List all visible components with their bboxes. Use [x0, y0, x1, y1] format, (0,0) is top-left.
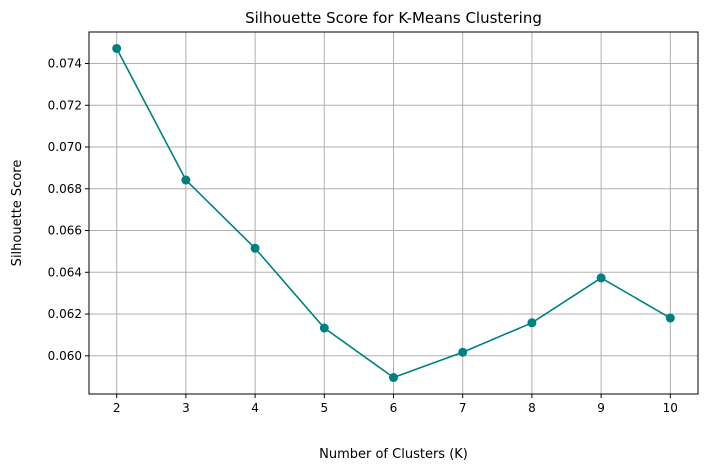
y-tick-label: 0.072 — [48, 98, 82, 112]
y-axis-label: Silhouette Score — [10, 160, 25, 267]
data-point — [596, 273, 606, 283]
axis-ticks: 2 3 4 5 6 7 8 9 10 0.060 0.062 0.064 0.066 0.068 0.070… — [48, 57, 678, 415]
x-tick-label: 7 — [459, 401, 467, 415]
data-point — [389, 373, 398, 383]
data-point — [458, 347, 468, 357]
x-tick-label: 8 — [528, 401, 536, 415]
x-tick-label: 4 — [251, 401, 259, 415]
series-layer — [112, 43, 675, 383]
x-tick-label: 5 — [320, 401, 328, 415]
chart-title: Silhouette Score for K-Means Clustering — [245, 9, 542, 27]
data-point — [527, 318, 537, 328]
x-tick-label: 3 — [182, 401, 190, 415]
data-point — [250, 243, 260, 253]
grid-lines — [89, 32, 698, 394]
y-tick-label: 0.074 — [48, 57, 82, 71]
y-tick-label: 0.068 — [48, 182, 82, 196]
x-tick-label: 9 — [597, 401, 605, 415]
data-point — [181, 175, 191, 185]
data-point — [112, 43, 122, 53]
y-tick-label: 0.064 — [48, 265, 82, 279]
data-point — [319, 323, 329, 333]
plot-area-frame — [88, 31, 699, 395]
y-tick-label: 0.070 — [48, 140, 82, 154]
x-axis-label: Number of Clusters (K) — [319, 447, 468, 462]
x-tick-label: 10 — [663, 401, 678, 415]
y-tick-label: 0.060 — [48, 349, 82, 363]
x-tick-label: 6 — [390, 401, 398, 415]
y-tick-label: 0.066 — [48, 224, 82, 238]
y-tick-label: 0.062 — [48, 307, 82, 321]
x-tick-label: 2 — [113, 401, 121, 415]
data-point — [665, 313, 675, 323]
